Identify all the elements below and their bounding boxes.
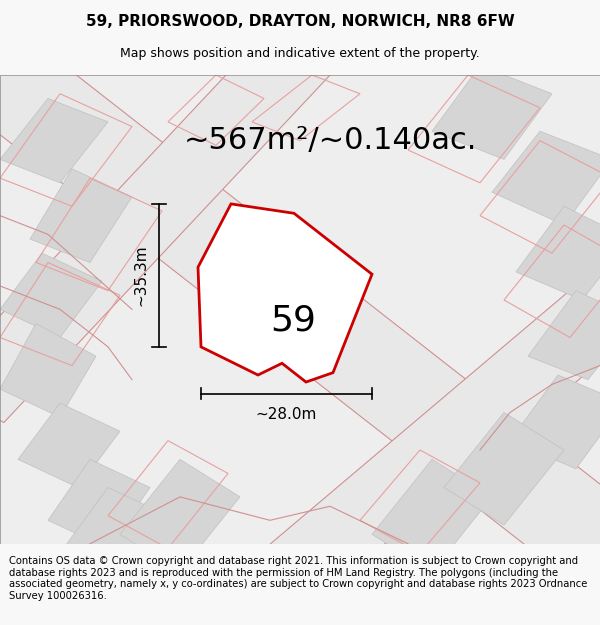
Polygon shape [18, 403, 120, 488]
Polygon shape [0, 98, 108, 182]
Text: ~567m²/~0.140ac.: ~567m²/~0.140ac. [184, 126, 476, 155]
Text: ~28.0m: ~28.0m [256, 408, 317, 422]
Polygon shape [48, 459, 150, 549]
Polygon shape [510, 375, 600, 469]
Text: ~35.3m: ~35.3m [133, 244, 149, 306]
Polygon shape [444, 412, 564, 525]
Polygon shape [0, 22, 600, 597]
Text: Map shows position and indicative extent of the property.: Map shows position and indicative extent… [120, 48, 480, 61]
Polygon shape [432, 66, 552, 159]
Polygon shape [528, 291, 600, 379]
Text: 59, PRIORSWOOD, DRAYTON, NORWICH, NR8 6FW: 59, PRIORSWOOD, DRAYTON, NORWICH, NR8 6F… [86, 14, 514, 29]
Polygon shape [0, 324, 96, 418]
Polygon shape [0, 32, 334, 422]
Polygon shape [269, 240, 600, 589]
Polygon shape [120, 459, 240, 572]
Polygon shape [198, 204, 372, 382]
Polygon shape [372, 459, 492, 572]
Polygon shape [60, 488, 168, 581]
Polygon shape [30, 169, 132, 262]
Polygon shape [0, 253, 102, 338]
Text: 59: 59 [270, 303, 316, 338]
Polygon shape [492, 131, 600, 225]
Text: Contains OS data © Crown copyright and database right 2021. This information is : Contains OS data © Crown copyright and d… [9, 556, 587, 601]
Polygon shape [516, 206, 600, 300]
